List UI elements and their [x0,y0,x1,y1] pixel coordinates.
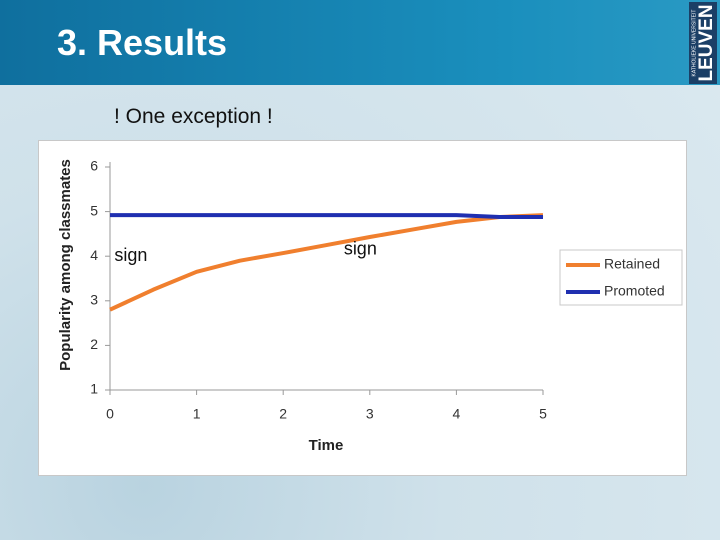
legend-label: Promoted [604,283,665,299]
y-tick-label: 2 [90,336,98,352]
y-tick-label: 1 [90,381,98,397]
chart-frame [38,140,687,476]
logo-tagline: KATHOLIEKE UNIVERSITEIT [691,10,697,77]
x-tick-label: 5 [539,406,547,422]
x-tick-label: 1 [193,406,201,422]
slide-title: 3. Results [57,22,228,63]
y-axis-label: Popularity among classmates [57,159,74,371]
x-axis-label: Time [309,437,344,454]
y-tick-label: 5 [90,202,98,218]
x-tick-label: 4 [453,406,461,422]
x-tick-label: 0 [106,406,114,422]
header-bar [0,0,720,85]
y-tick-label: 3 [90,292,98,308]
legend-label: Retained [604,256,660,272]
annotation: sign [344,238,377,258]
chart: Popularity among classmates Time 1 2 3 4 5 6 0… [38,140,687,476]
legend-frame [559,249,683,306]
series-line [109,213,544,312]
logo-name: LEUVEN [696,4,717,81]
y-tick-label: 6 [90,158,98,174]
x-tick-label: 2 [279,406,287,422]
x-tick-label: 3 [366,406,374,422]
logo: LEUVEN KATHOLIEKE UNIVERSITEIT [689,2,717,84]
subtitle: ! One exception ! [114,105,273,128]
annotation: sign [114,245,147,265]
y-tick-label: 4 [90,247,98,263]
series-line [110,213,543,219]
